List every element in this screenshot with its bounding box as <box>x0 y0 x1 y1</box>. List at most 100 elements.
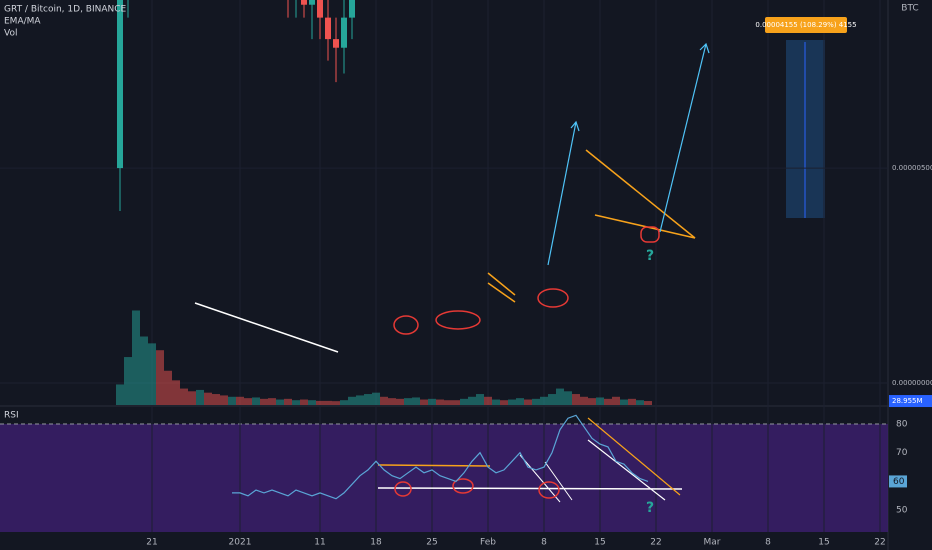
rsi-tick-label: 70 <box>896 448 908 458</box>
volume-bar <box>156 350 164 405</box>
rsi-support <box>377 487 683 490</box>
volume-bar <box>500 400 508 405</box>
volume-tag-label: 28.955M <box>892 397 923 405</box>
rsi-tag-label: 60 <box>893 477 905 487</box>
circle-mark <box>452 478 474 494</box>
volume-bar <box>324 400 332 405</box>
indicator-label: Vol <box>4 29 17 39</box>
candle-body <box>317 0 323 18</box>
volume-bar <box>332 401 340 405</box>
candle-body <box>117 0 123 169</box>
x-tick-label: 15 <box>818 538 829 548</box>
volume-bar <box>644 401 652 405</box>
x-tick-label: Feb <box>480 538 496 548</box>
arrow-up <box>659 43 707 233</box>
chart-title: GRT / Bitcoin, 1D, BINANCE <box>4 5 127 15</box>
candle-body <box>301 0 307 5</box>
volume-bar <box>196 389 204 405</box>
volume-bar <box>204 392 212 405</box>
measure-label-box <box>765 17 847 33</box>
rsi-panel <box>0 423 888 532</box>
volume-bar <box>236 396 244 405</box>
flag-top <box>487 282 516 303</box>
trendline <box>194 302 339 353</box>
volume <box>116 310 652 405</box>
x-tick-label: 22 <box>874 538 885 548</box>
arrow-head <box>570 120 580 132</box>
axes: 0.000000000.000005000.000010000.00001500… <box>146 164 932 548</box>
volume-bar <box>292 400 300 405</box>
candle-body <box>325 17 331 40</box>
y-tick-label: 0.00000000 <box>892 379 932 387</box>
candle-body <box>333 39 339 48</box>
volume-bar <box>268 398 276 405</box>
volume-bar <box>188 391 196 405</box>
volume-bar <box>588 398 596 405</box>
volume-bar <box>164 370 172 405</box>
wedge-top <box>585 149 696 239</box>
volume-bar <box>452 400 460 405</box>
volume-bar <box>316 400 324 405</box>
volume-bar <box>140 336 148 405</box>
volume-bar <box>468 396 476 405</box>
x-tick-label: 22 <box>650 538 661 548</box>
volume-bar <box>484 396 492 405</box>
x-tick-label: 21 <box>146 538 157 548</box>
volume-bar <box>572 394 580 405</box>
volume-bar <box>540 396 548 405</box>
volume-tag <box>889 395 932 408</box>
grid <box>0 0 888 532</box>
arrow-head <box>699 42 710 54</box>
x-tick-label: 11 <box>314 538 325 548</box>
volume-bar <box>388 398 396 405</box>
volume-bar <box>220 395 228 405</box>
volume-bar <box>420 399 428 405</box>
volume-bar <box>356 395 364 405</box>
volume-bar <box>620 399 628 405</box>
rsi-trendline <box>519 454 561 503</box>
volume-bar <box>524 399 532 405</box>
x-tick-label: 8 <box>541 538 547 548</box>
volume-bar <box>212 394 220 405</box>
volume-bar <box>612 396 620 405</box>
volume-bar <box>308 400 316 405</box>
circle-mark <box>435 310 481 330</box>
volume-bar <box>548 394 556 405</box>
volume-bar <box>348 396 356 405</box>
volume-bar <box>396 398 404 405</box>
annotation: ? <box>646 500 654 516</box>
circle-mark <box>640 226 660 243</box>
volume-bar <box>372 392 380 405</box>
volume-bar <box>276 399 284 405</box>
rsi-tick-label: 80 <box>896 419 908 429</box>
volume-bar <box>148 343 156 405</box>
volume-bar <box>444 400 452 405</box>
rsi-channel <box>587 439 666 501</box>
candles <box>117 0 355 212</box>
volume-bar <box>516 398 524 405</box>
volume-bar <box>260 398 268 405</box>
volume-bar <box>636 400 644 405</box>
volume-bar <box>252 397 260 405</box>
rsi-line <box>232 414 649 500</box>
measure-label: 0.00004155 (108.29%) 4155 <box>755 21 856 29</box>
volume-bar <box>628 398 636 405</box>
circle-mark <box>538 481 560 499</box>
x-tick-label: Mar <box>704 538 721 548</box>
volume-bar <box>604 398 612 405</box>
volume-bar <box>116 384 124 405</box>
rsi-trendline <box>544 461 573 501</box>
volume-bar <box>460 398 468 405</box>
volume-bar <box>428 398 436 405</box>
volume-bar <box>300 399 308 405</box>
volume-bar <box>436 399 444 405</box>
volume-bar <box>532 398 540 405</box>
candle-body <box>341 17 347 48</box>
x-tick-label: 15 <box>594 538 605 548</box>
rsi-tick-label: 50 <box>896 506 908 516</box>
volume-bar <box>132 310 140 405</box>
volume-bar <box>244 398 252 405</box>
x-tick-label: 25 <box>426 538 437 548</box>
volume-bar <box>596 397 604 405</box>
